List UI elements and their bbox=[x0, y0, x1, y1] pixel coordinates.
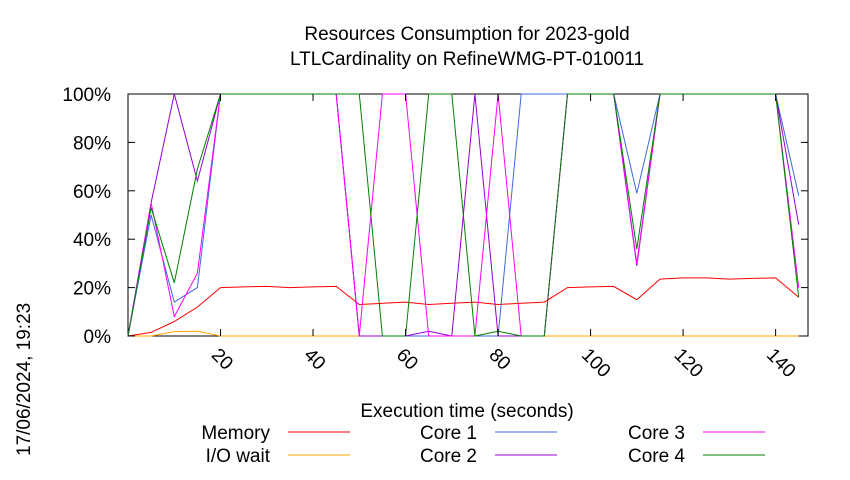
chart-title-line-1: Resources Consumption for 2023-gold bbox=[304, 24, 629, 45]
x-axis-label: Execution time (seconds) bbox=[360, 401, 573, 422]
y-tick-label: 80% bbox=[73, 133, 111, 154]
y-tick-label: 0% bbox=[84, 327, 112, 348]
legend-label-core-4: Core 4 bbox=[628, 446, 685, 467]
x-tick-label: 140 bbox=[762, 345, 799, 382]
series-line-memory bbox=[127, 277, 800, 337]
plot-border bbox=[127, 93, 809, 337]
chart-title-line-2: LTLCardinality on RefineWMG-PT-010011 bbox=[290, 49, 644, 70]
y-tick-label: 100% bbox=[62, 85, 111, 106]
x-tick-label: 100 bbox=[577, 345, 614, 382]
plot-area bbox=[127, 93, 809, 337]
legend-label-core-3: Core 3 bbox=[628, 423, 685, 444]
legend-label-core-1: Core 1 bbox=[420, 423, 477, 444]
x-tick-label: 120 bbox=[670, 345, 707, 382]
legend-label-memory: Memory bbox=[201, 423, 270, 444]
legend-label-core-2: Core 2 bbox=[420, 446, 477, 467]
chart-title: Resources Consumption for 2023-gold LTLC… bbox=[290, 24, 644, 70]
series-line-i-o-wait bbox=[128, 330, 799, 337]
legend-label-i-o-wait: I/O wait bbox=[206, 446, 271, 467]
y-tick-label: 40% bbox=[73, 230, 111, 251]
x-axis-ticks: 20 40 60 80 100 120 140 bbox=[207, 94, 799, 382]
x-tick-label: 40 bbox=[299, 345, 329, 375]
timestamp-label: 17/06/2024, 19:23 bbox=[14, 303, 35, 456]
x-tick-label: 60 bbox=[392, 345, 422, 375]
x-tick-label: 80 bbox=[485, 345, 515, 375]
y-tick-label: 20% bbox=[73, 279, 111, 300]
x-tick-label: 20 bbox=[207, 345, 237, 375]
y-axis-ticks: 0% 20% 40% 60% 80% 100% bbox=[62, 85, 808, 348]
y-tick-label: 60% bbox=[73, 182, 111, 203]
series-line-core-4 bbox=[127, 93, 800, 337]
series-lines bbox=[127, 93, 800, 337]
